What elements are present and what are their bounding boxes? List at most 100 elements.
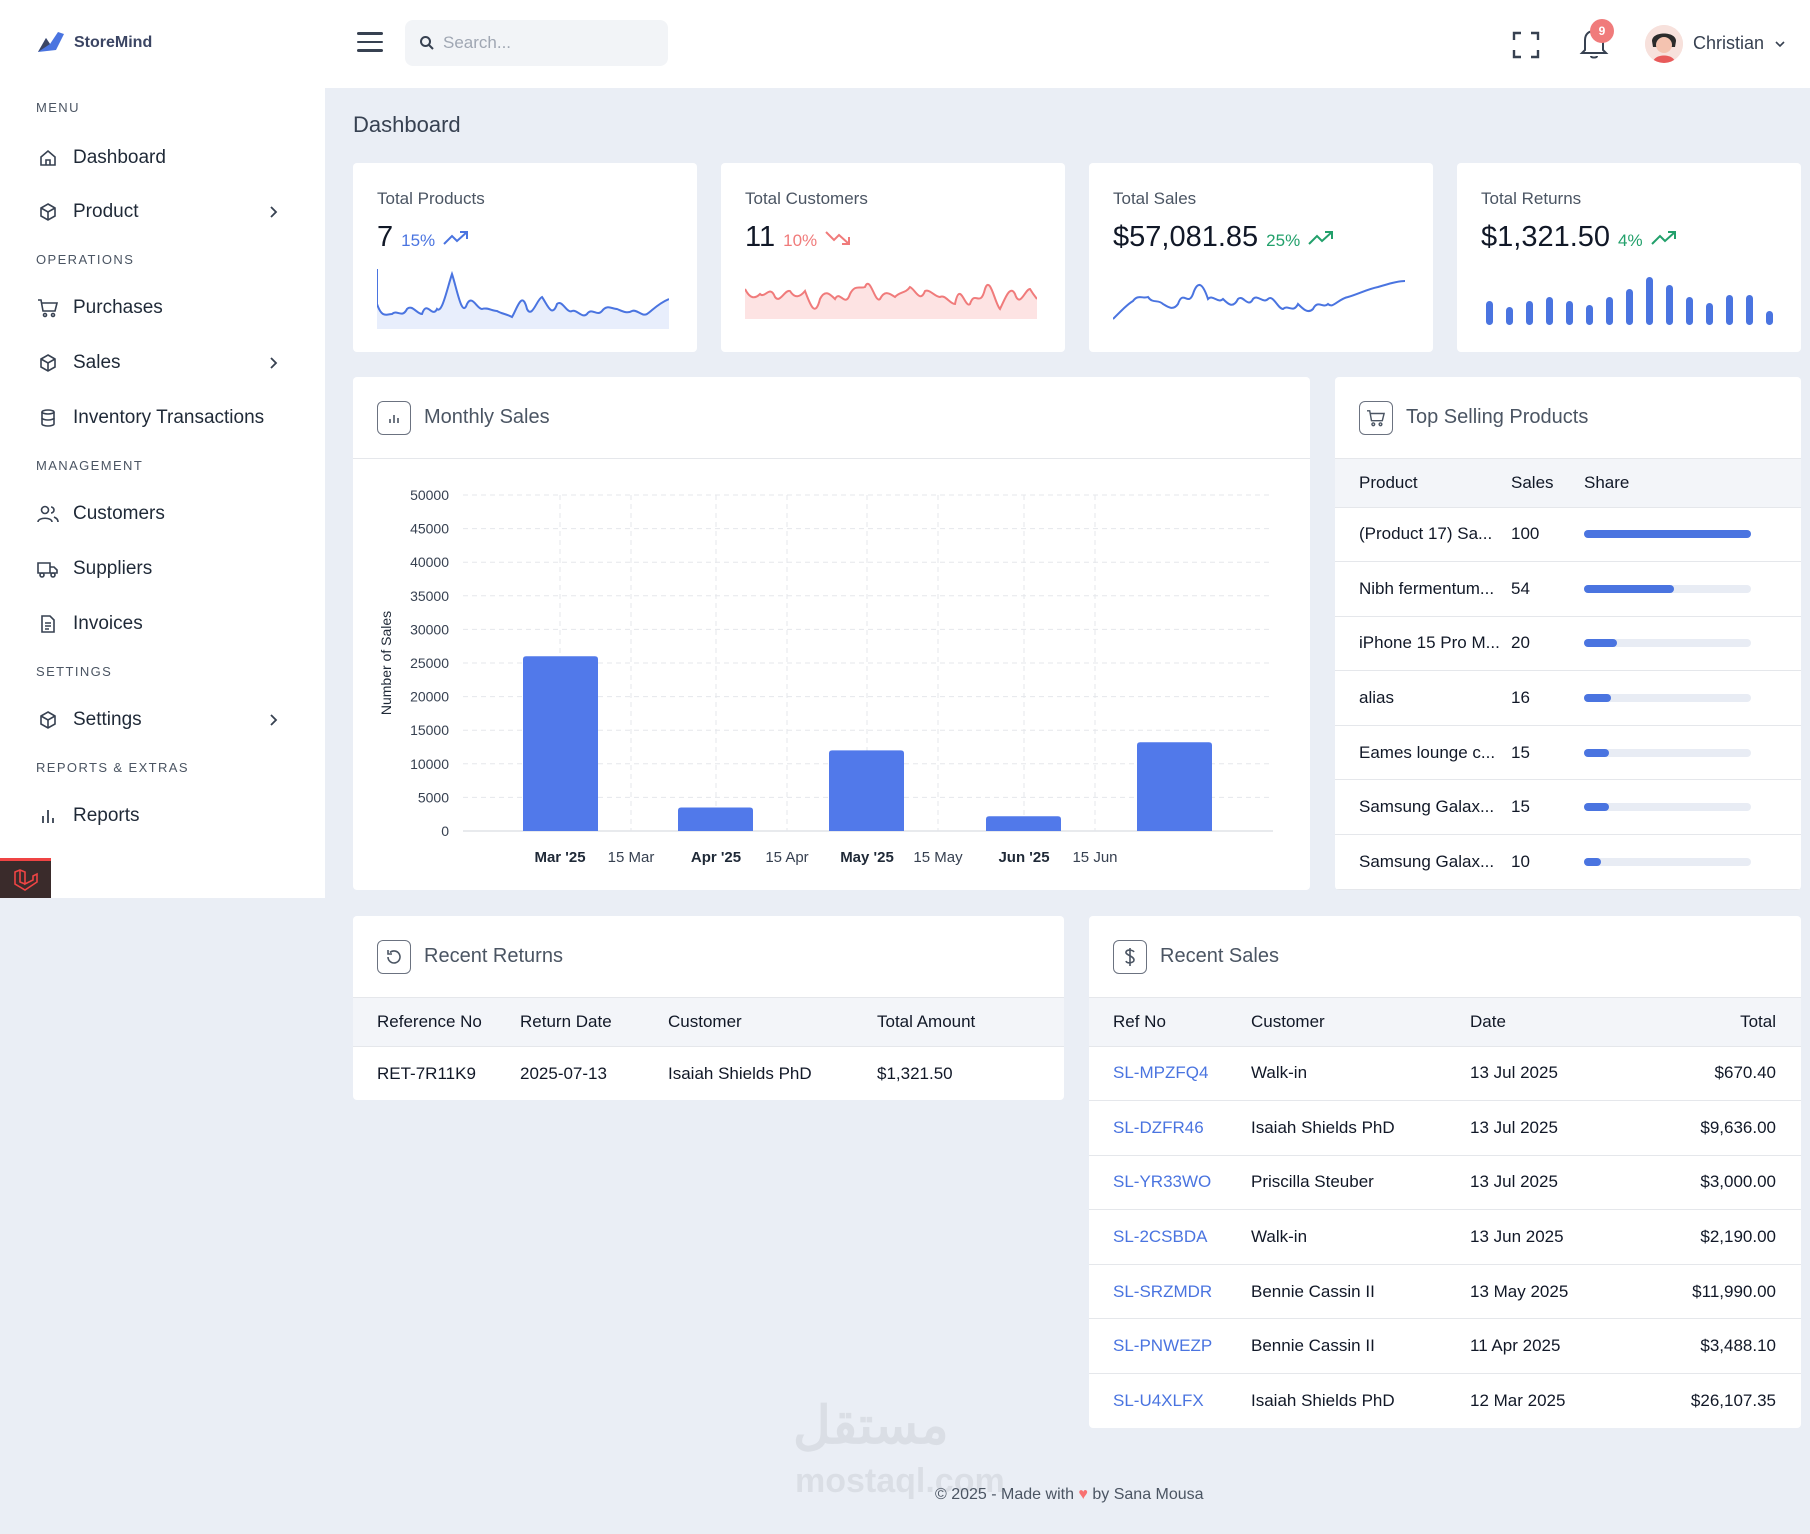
- laravel-debugbar-icon[interactable]: [0, 858, 51, 898]
- return-customer: Isaiah Shields PhD: [668, 1063, 812, 1083]
- recent-returns-table: Reference No Return Date Customer Total …: [353, 998, 1064, 1100]
- y-tick-label: 5000: [418, 789, 449, 805]
- sale-ref-link[interactable]: SL-PNWEZP: [1089, 1318, 1251, 1375]
- stat-title: Total Products: [377, 189, 485, 208]
- col-reference-no: Reference No: [353, 998, 520, 1047]
- product-name: iPhone 15 Pro M...: [1335, 616, 1511, 672]
- stat-value-text: 11: [745, 221, 776, 253]
- sale-ref-link[interactable]: SL-2CSBDA: [1089, 1209, 1251, 1265]
- y-tick-label: 20000: [410, 689, 449, 705]
- bar-Jul '25[interactable]: [1137, 742, 1212, 831]
- product-share: [1584, 670, 1801, 726]
- brand-logo-icon: [38, 32, 64, 52]
- bar-Jun '25[interactable]: [986, 816, 1061, 831]
- page-title: Dashboard: [353, 112, 461, 137]
- share-bar: [1584, 639, 1751, 648]
- x-tick-label: Apr '25: [691, 849, 741, 866]
- product-sales: 20: [1511, 616, 1584, 672]
- sale-ref-link[interactable]: SL-YR33WO: [1089, 1155, 1251, 1211]
- sale-total: $3,488.10: [1630, 1318, 1801, 1375]
- heart-icon: ♥: [1078, 1486, 1088, 1503]
- product-sales: 16: [1511, 670, 1584, 726]
- sale-ref-link[interactable]: SL-MPZFQ4: [1089, 1046, 1251, 1102]
- footer: © 2025 - Made with ♥ by Sana Mousa: [935, 1486, 1204, 1504]
- sale-customer: Isaiah Shields PhD: [1251, 1373, 1470, 1428]
- table-row: SL-PNWEZP Bennie Cassin II 11 Apr 2025 $3,4…: [1089, 1318, 1801, 1375]
- search-box[interactable]: [405, 20, 668, 66]
- recent-returns-panel: Recent Returns Reference No Return Date …: [353, 916, 1064, 1100]
- product-share: [1584, 725, 1801, 781]
- sidebar-item-dashboard[interactable]: Dashboard: [36, 138, 291, 178]
- stat-card-total-products: Total Products 7 15%: [353, 163, 697, 352]
- brand[interactable]: StoreMind: [36, 28, 152, 58]
- hamburger-menu-icon[interactable]: [357, 32, 383, 54]
- sale-ref-link[interactable]: SL-SRZMDR: [1089, 1264, 1251, 1320]
- sale-date: 13 Jul 2025: [1470, 1100, 1630, 1156]
- cart-icon: [36, 296, 60, 320]
- col-ref-no: Ref No: [1089, 998, 1251, 1047]
- product-name: (Product 17) Sa...: [1335, 507, 1511, 563]
- product-share: [1584, 561, 1801, 617]
- sale-ref-link[interactable]: SL-U4XLFX: [1089, 1373, 1251, 1428]
- section-management: MANAGEMENT: [36, 458, 144, 473]
- x-tick-label: 15 Jun: [1072, 849, 1117, 866]
- panel-header: Recent Returns: [353, 916, 1064, 998]
- stat-title: Total Returns: [1481, 189, 1582, 208]
- table-header-row: Ref No Customer Date Total: [1089, 998, 1801, 1047]
- box-icon: [36, 708, 60, 732]
- section-operations: OPERATIONS: [36, 252, 135, 267]
- y-tick-label: 15000: [410, 722, 449, 738]
- sidebar-item-reports[interactable]: Reports: [36, 796, 291, 836]
- sidebar-item-product[interactable]: Product: [36, 192, 291, 232]
- share-bar: [1584, 584, 1751, 593]
- product-name: Samsung Galax...: [1335, 834, 1511, 890]
- y-tick-label: 45000: [410, 521, 449, 537]
- chart-icon: [377, 400, 411, 435]
- monthly-sales-chart: 0 5000 10000 15000 20000 25000 30000 35000 40000…: [378, 487, 1273, 866]
- sidebar-item-inventory-transactions[interactable]: Inventory Transactions: [36, 398, 291, 438]
- chevron-down-icon[interactable]: [1772, 36, 1788, 52]
- sidebar-item-sales[interactable]: Sales: [36, 343, 291, 383]
- stat-value: $57,081.85 25%: [1113, 221, 1334, 254]
- share-bar-fill: [1584, 857, 1601, 866]
- panel-title: Recent Returns: [424, 945, 563, 967]
- sale-date: 13 Jul 2025: [1470, 1155, 1630, 1211]
- stat-card-total-sales: Total Sales $57,081.85 25%: [1089, 163, 1433, 352]
- search-input[interactable]: [443, 33, 643, 53]
- sidebar-item-customers[interactable]: Customers: [36, 494, 291, 534]
- sidebar-item-purchases[interactable]: Purchases: [36, 288, 291, 328]
- return-ref: RET-7R11K9: [377, 1063, 476, 1083]
- sidebar-item-invoices[interactable]: Invoices: [36, 604, 291, 644]
- sidebar-item-suppliers[interactable]: Suppliers: [36, 549, 291, 589]
- table-row: iPhone 15 Pro M... 20: [1335, 616, 1801, 672]
- table-row: Eames lounge c... 15: [1335, 725, 1801, 781]
- sidebar-item-settings[interactable]: Settings: [36, 700, 291, 740]
- sidebar-item-label: Settings: [73, 709, 142, 730]
- y-tick-label: 30000: [410, 621, 449, 637]
- sale-customer: Walk-in: [1251, 1046, 1470, 1102]
- cart-icon: [1359, 400, 1393, 435]
- sidebar-item-label: Dashboard: [73, 147, 166, 168]
- col-share: Share: [1584, 459, 1801, 508]
- bar-Mar '25[interactable]: [523, 656, 598, 831]
- avatar[interactable]: [1645, 25, 1683, 63]
- table-row: alias 16: [1335, 670, 1801, 726]
- search-icon: [420, 36, 434, 50]
- sparkline-sales: [1113, 280, 1405, 320]
- table-row: SL-2CSBDA Walk-in 13 Jun 2025 $2,190.00: [1089, 1209, 1801, 1265]
- col-customer: Customer: [668, 998, 877, 1047]
- footer-author: Sana Mousa: [1113, 1486, 1204, 1503]
- top-selling-table: Product Sales Share (Product 17) Sa... 10…: [1335, 459, 1801, 890]
- sale-ref-link[interactable]: SL-DZFR46: [1089, 1100, 1251, 1156]
- share-bar-fill: [1584, 584, 1675, 593]
- table-row[interactable]: RET-7R11K9 2025-07-13 Isaiah Shields PhD $1…: [353, 1046, 1064, 1100]
- bar-Apr '25[interactable]: [678, 807, 753, 831]
- fullscreen-icon[interactable]: [1512, 31, 1540, 59]
- sparkline-returns: [1486, 277, 1773, 325]
- col-sales: Sales: [1511, 459, 1584, 508]
- stat-card-total-customers: Total Customers 11 10%: [721, 163, 1065, 352]
- x-tick-label: Jun '25: [998, 849, 1049, 866]
- user-name[interactable]: Christian: [1693, 33, 1765, 53]
- bar-May '25[interactable]: [829, 750, 904, 831]
- sale-date: 13 Jul 2025: [1470, 1046, 1630, 1102]
